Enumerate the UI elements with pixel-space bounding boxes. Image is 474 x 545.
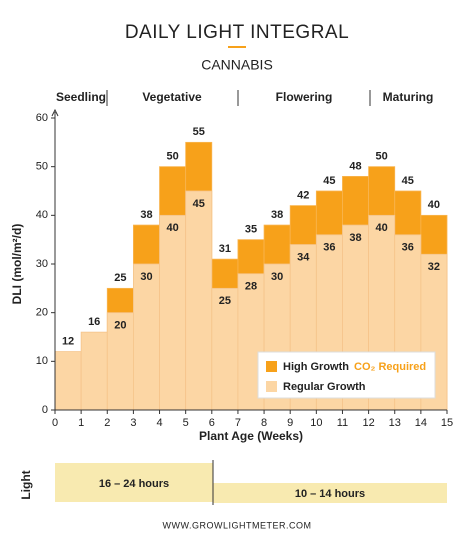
- data-label: 12: [62, 336, 74, 348]
- light-title: Light: [19, 470, 33, 499]
- footer: WWW.GROWLIGHTMETER.COM: [163, 520, 312, 530]
- title-dash: [228, 46, 246, 48]
- data-label: 38: [140, 209, 152, 221]
- x-tick-label: 11: [337, 417, 348, 429]
- data-label: 55: [193, 126, 205, 138]
- bar: [185, 190, 213, 411]
- data-label: 35: [245, 224, 257, 236]
- x-tick-label: 1: [78, 417, 84, 429]
- y-axis-arrow: [51, 108, 59, 117]
- x-tick-label: 3: [130, 417, 136, 429]
- y-tick-label: 30: [36, 258, 48, 270]
- x-tick-label: 2: [104, 417, 110, 429]
- x-tick-label: 12: [362, 417, 374, 429]
- y-tick-label: 10: [36, 355, 48, 367]
- phase-label: Seedling: [56, 90, 106, 104]
- data-label: 34: [297, 251, 310, 263]
- light-band: [55, 463, 213, 502]
- x-axis-label: Plant Age (Weeks): [199, 429, 303, 443]
- phase-label: Vegetative: [142, 90, 202, 104]
- bar: [54, 351, 82, 411]
- bar: [80, 331, 108, 411]
- x-tick-label: 10: [310, 417, 322, 429]
- data-label: 45: [323, 175, 335, 187]
- data-label: 25: [114, 272, 126, 284]
- legend-label: High Growth CO₂ Required: [283, 361, 426, 373]
- legend-note: CO₂ Required: [354, 361, 426, 373]
- data-label: 40: [428, 199, 440, 211]
- x-tick-label: 4: [156, 417, 162, 429]
- x-tick-label: 8: [261, 417, 267, 429]
- bar: [106, 312, 134, 411]
- x-tick-label: 0: [52, 417, 58, 429]
- chart-title: DAILY LIGHT INTEGRAL: [125, 22, 349, 43]
- data-label: 30: [140, 271, 152, 283]
- data-label: 25: [219, 295, 231, 307]
- x-tick-label: 5: [183, 417, 189, 429]
- light-band: [213, 483, 447, 503]
- x-tick-label: 7: [235, 417, 241, 429]
- legend-label: High Growth: [283, 361, 349, 373]
- y-tick-label: 50: [36, 161, 48, 173]
- legend-swatch: [266, 381, 277, 392]
- x-tick-label: 6: [209, 417, 215, 429]
- x-tick-label: 14: [415, 417, 427, 429]
- data-label: 48: [349, 160, 361, 172]
- data-label: 20: [114, 320, 126, 332]
- light-period: 10 – 14 hours: [295, 488, 365, 500]
- data-label: 28: [245, 281, 257, 293]
- data-label: 40: [166, 222, 178, 234]
- data-label: 50: [166, 151, 178, 163]
- x-tick-label: 13: [389, 417, 401, 429]
- y-tick-label: 40: [36, 209, 48, 221]
- light-period: 16 – 24 hours: [99, 478, 169, 490]
- legend-box: [257, 351, 436, 399]
- data-label: 36: [323, 242, 335, 254]
- data-label: 32: [428, 261, 440, 273]
- data-label: 31: [219, 243, 231, 255]
- data-label: 40: [376, 222, 388, 234]
- x-tick-label: 9: [287, 417, 293, 429]
- chart-subtitle: CANNABIS: [201, 57, 273, 73]
- legend-swatch: [266, 361, 277, 372]
- bar: [237, 273, 265, 411]
- data-label: 45: [193, 198, 205, 210]
- data-label: 16: [88, 316, 100, 328]
- bar: [132, 263, 160, 411]
- data-label: 36: [402, 242, 414, 254]
- phase-label: Maturing: [383, 90, 434, 104]
- data-label: 30: [271, 271, 283, 283]
- data-label: 38: [349, 232, 361, 244]
- phase-label: Flowering: [276, 90, 333, 104]
- plot-area: 1216252038305040554531253528383042344536…: [36, 108, 453, 429]
- data-label: 45: [402, 175, 414, 187]
- legend-label: Regular Growth: [283, 381, 366, 393]
- y-tick-label: 60: [36, 112, 48, 124]
- y-tick-label: 0: [42, 404, 48, 416]
- data-label: 50: [376, 151, 388, 163]
- x-tick-label: 15: [441, 417, 453, 429]
- y-axis-label: DLI (mol/m²/d): [10, 224, 24, 305]
- bar: [159, 214, 187, 411]
- y-tick-label: 20: [36, 307, 48, 319]
- data-label: 38: [271, 209, 283, 221]
- data-label: 42: [297, 190, 309, 202]
